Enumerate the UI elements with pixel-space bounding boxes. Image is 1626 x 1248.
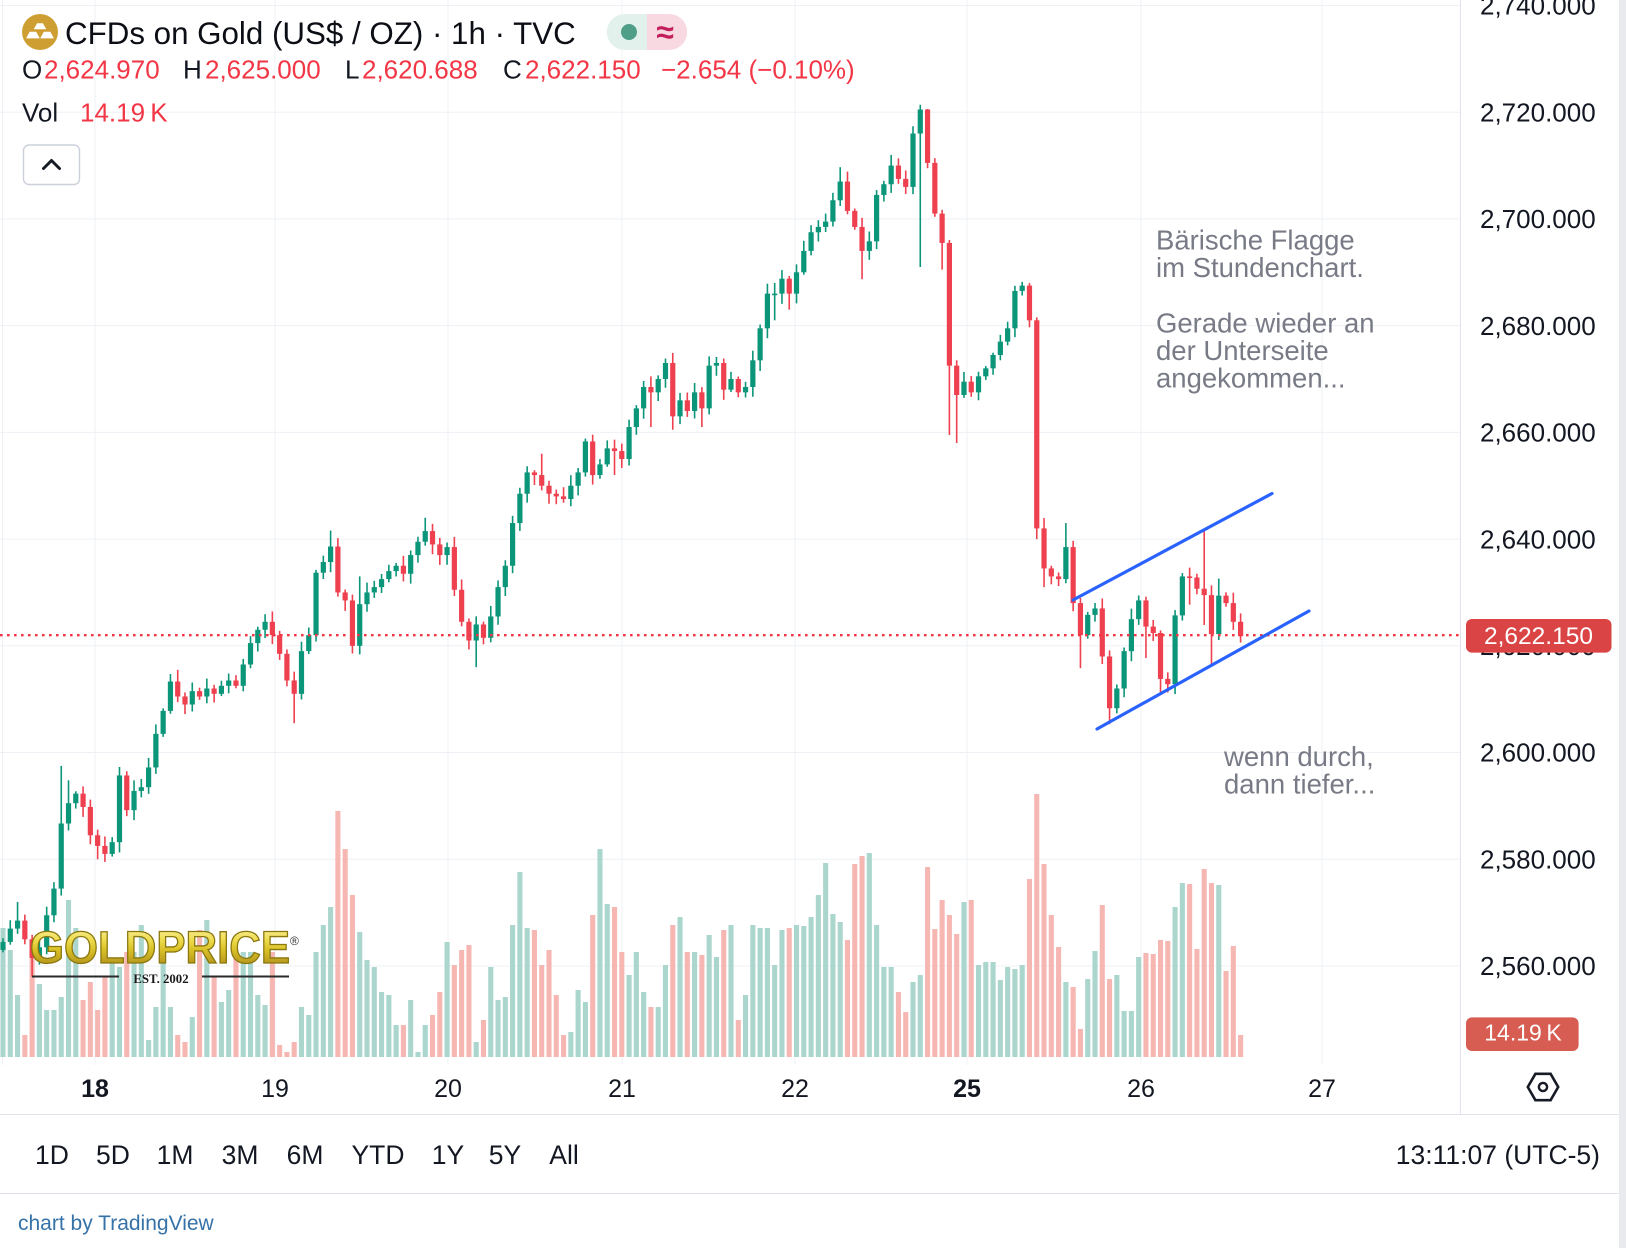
svg-text:20: 20 bbox=[434, 1075, 462, 1103]
svg-text:6M: 6M bbox=[287, 1140, 324, 1170]
svg-text:angekommen...: angekommen... bbox=[1156, 363, 1346, 394]
svg-text:2,640.000: 2,640.000 bbox=[1480, 524, 1596, 554]
svg-text:All: All bbox=[549, 1140, 578, 1170]
svg-text:2,720.000: 2,720.000 bbox=[1480, 97, 1596, 127]
svg-text:5Y: 5Y bbox=[489, 1140, 522, 1170]
svg-text:Gerade wieder an: Gerade wieder an bbox=[1156, 308, 1375, 339]
svg-text:1D: 1D bbox=[35, 1140, 69, 1170]
svg-text:1Y: 1Y bbox=[432, 1140, 465, 1170]
svg-text:2,625.000: 2,625.000 bbox=[205, 55, 321, 85]
svg-text:C: C bbox=[503, 55, 522, 85]
svg-text:2,660.000: 2,660.000 bbox=[1480, 418, 1596, 448]
svg-text:H: H bbox=[183, 55, 202, 85]
svg-text:2,622.150: 2,622.150 bbox=[525, 55, 641, 85]
svg-text:dann tiefer...: dann tiefer... bbox=[1224, 769, 1375, 800]
svg-text:≈: ≈ bbox=[656, 14, 674, 50]
svg-text:EST. 2002: EST. 2002 bbox=[133, 972, 188, 986]
svg-text:2,680.000: 2,680.000 bbox=[1480, 311, 1596, 341]
svg-text:18: 18 bbox=[81, 1075, 109, 1103]
svg-text:3M: 3M bbox=[222, 1140, 259, 1170]
svg-text:L: L bbox=[345, 55, 359, 85]
svg-text:14.19 K: 14.19 K bbox=[1484, 1020, 1562, 1046]
svg-text:19: 19 bbox=[261, 1075, 289, 1103]
svg-text:2,700.000: 2,700.000 bbox=[1480, 204, 1596, 234]
svg-text:CFDs on Gold (US$ / OZ) · 1h ·: CFDs on Gold (US$ / OZ) · 1h · TVC bbox=[65, 16, 576, 51]
svg-text:2,622.150: 2,622.150 bbox=[1484, 623, 1593, 650]
svg-text:2,560.000: 2,560.000 bbox=[1480, 951, 1596, 981]
svg-text:Vol: Vol bbox=[22, 98, 58, 128]
svg-text:1M: 1M bbox=[157, 1140, 194, 1170]
svg-text:im Stundenchart.: im Stundenchart. bbox=[1156, 252, 1364, 283]
svg-text:O: O bbox=[22, 55, 42, 85]
svg-text:26: 26 bbox=[1127, 1075, 1155, 1103]
svg-text:21: 21 bbox=[608, 1075, 636, 1103]
svg-text:chart by TradingView: chart by TradingView bbox=[18, 1212, 215, 1235]
svg-text:13:11:07 (UTC-5): 13:11:07 (UTC-5) bbox=[1396, 1140, 1600, 1170]
svg-text:2,600.000: 2,600.000 bbox=[1480, 738, 1596, 768]
svg-text:22: 22 bbox=[781, 1075, 809, 1103]
svg-text:14.19 K: 14.19 K bbox=[80, 98, 168, 128]
svg-text:®: ® bbox=[290, 934, 299, 948]
svg-text:wenn durch,: wenn durch, bbox=[1223, 741, 1374, 772]
svg-text:der Unterseite: der Unterseite bbox=[1156, 335, 1329, 366]
svg-text:YTD: YTD bbox=[352, 1140, 405, 1170]
svg-text:2,624.970: 2,624.970 bbox=[44, 55, 160, 85]
svg-text:2,580.000: 2,580.000 bbox=[1480, 844, 1596, 874]
svg-text:2,740.000: 2,740.000 bbox=[1480, 0, 1596, 21]
svg-text:−2.654 (−0.10%): −2.654 (−0.10%) bbox=[661, 55, 855, 85]
svg-text:5D: 5D bbox=[96, 1140, 130, 1170]
svg-text:25: 25 bbox=[953, 1075, 981, 1103]
svg-text:GOLDPRICE: GOLDPRICE bbox=[30, 922, 290, 973]
svg-text:Bärische Flagge: Bärische Flagge bbox=[1156, 225, 1355, 256]
svg-text:27: 27 bbox=[1308, 1075, 1336, 1103]
svg-text:2,620.688: 2,620.688 bbox=[362, 55, 478, 85]
